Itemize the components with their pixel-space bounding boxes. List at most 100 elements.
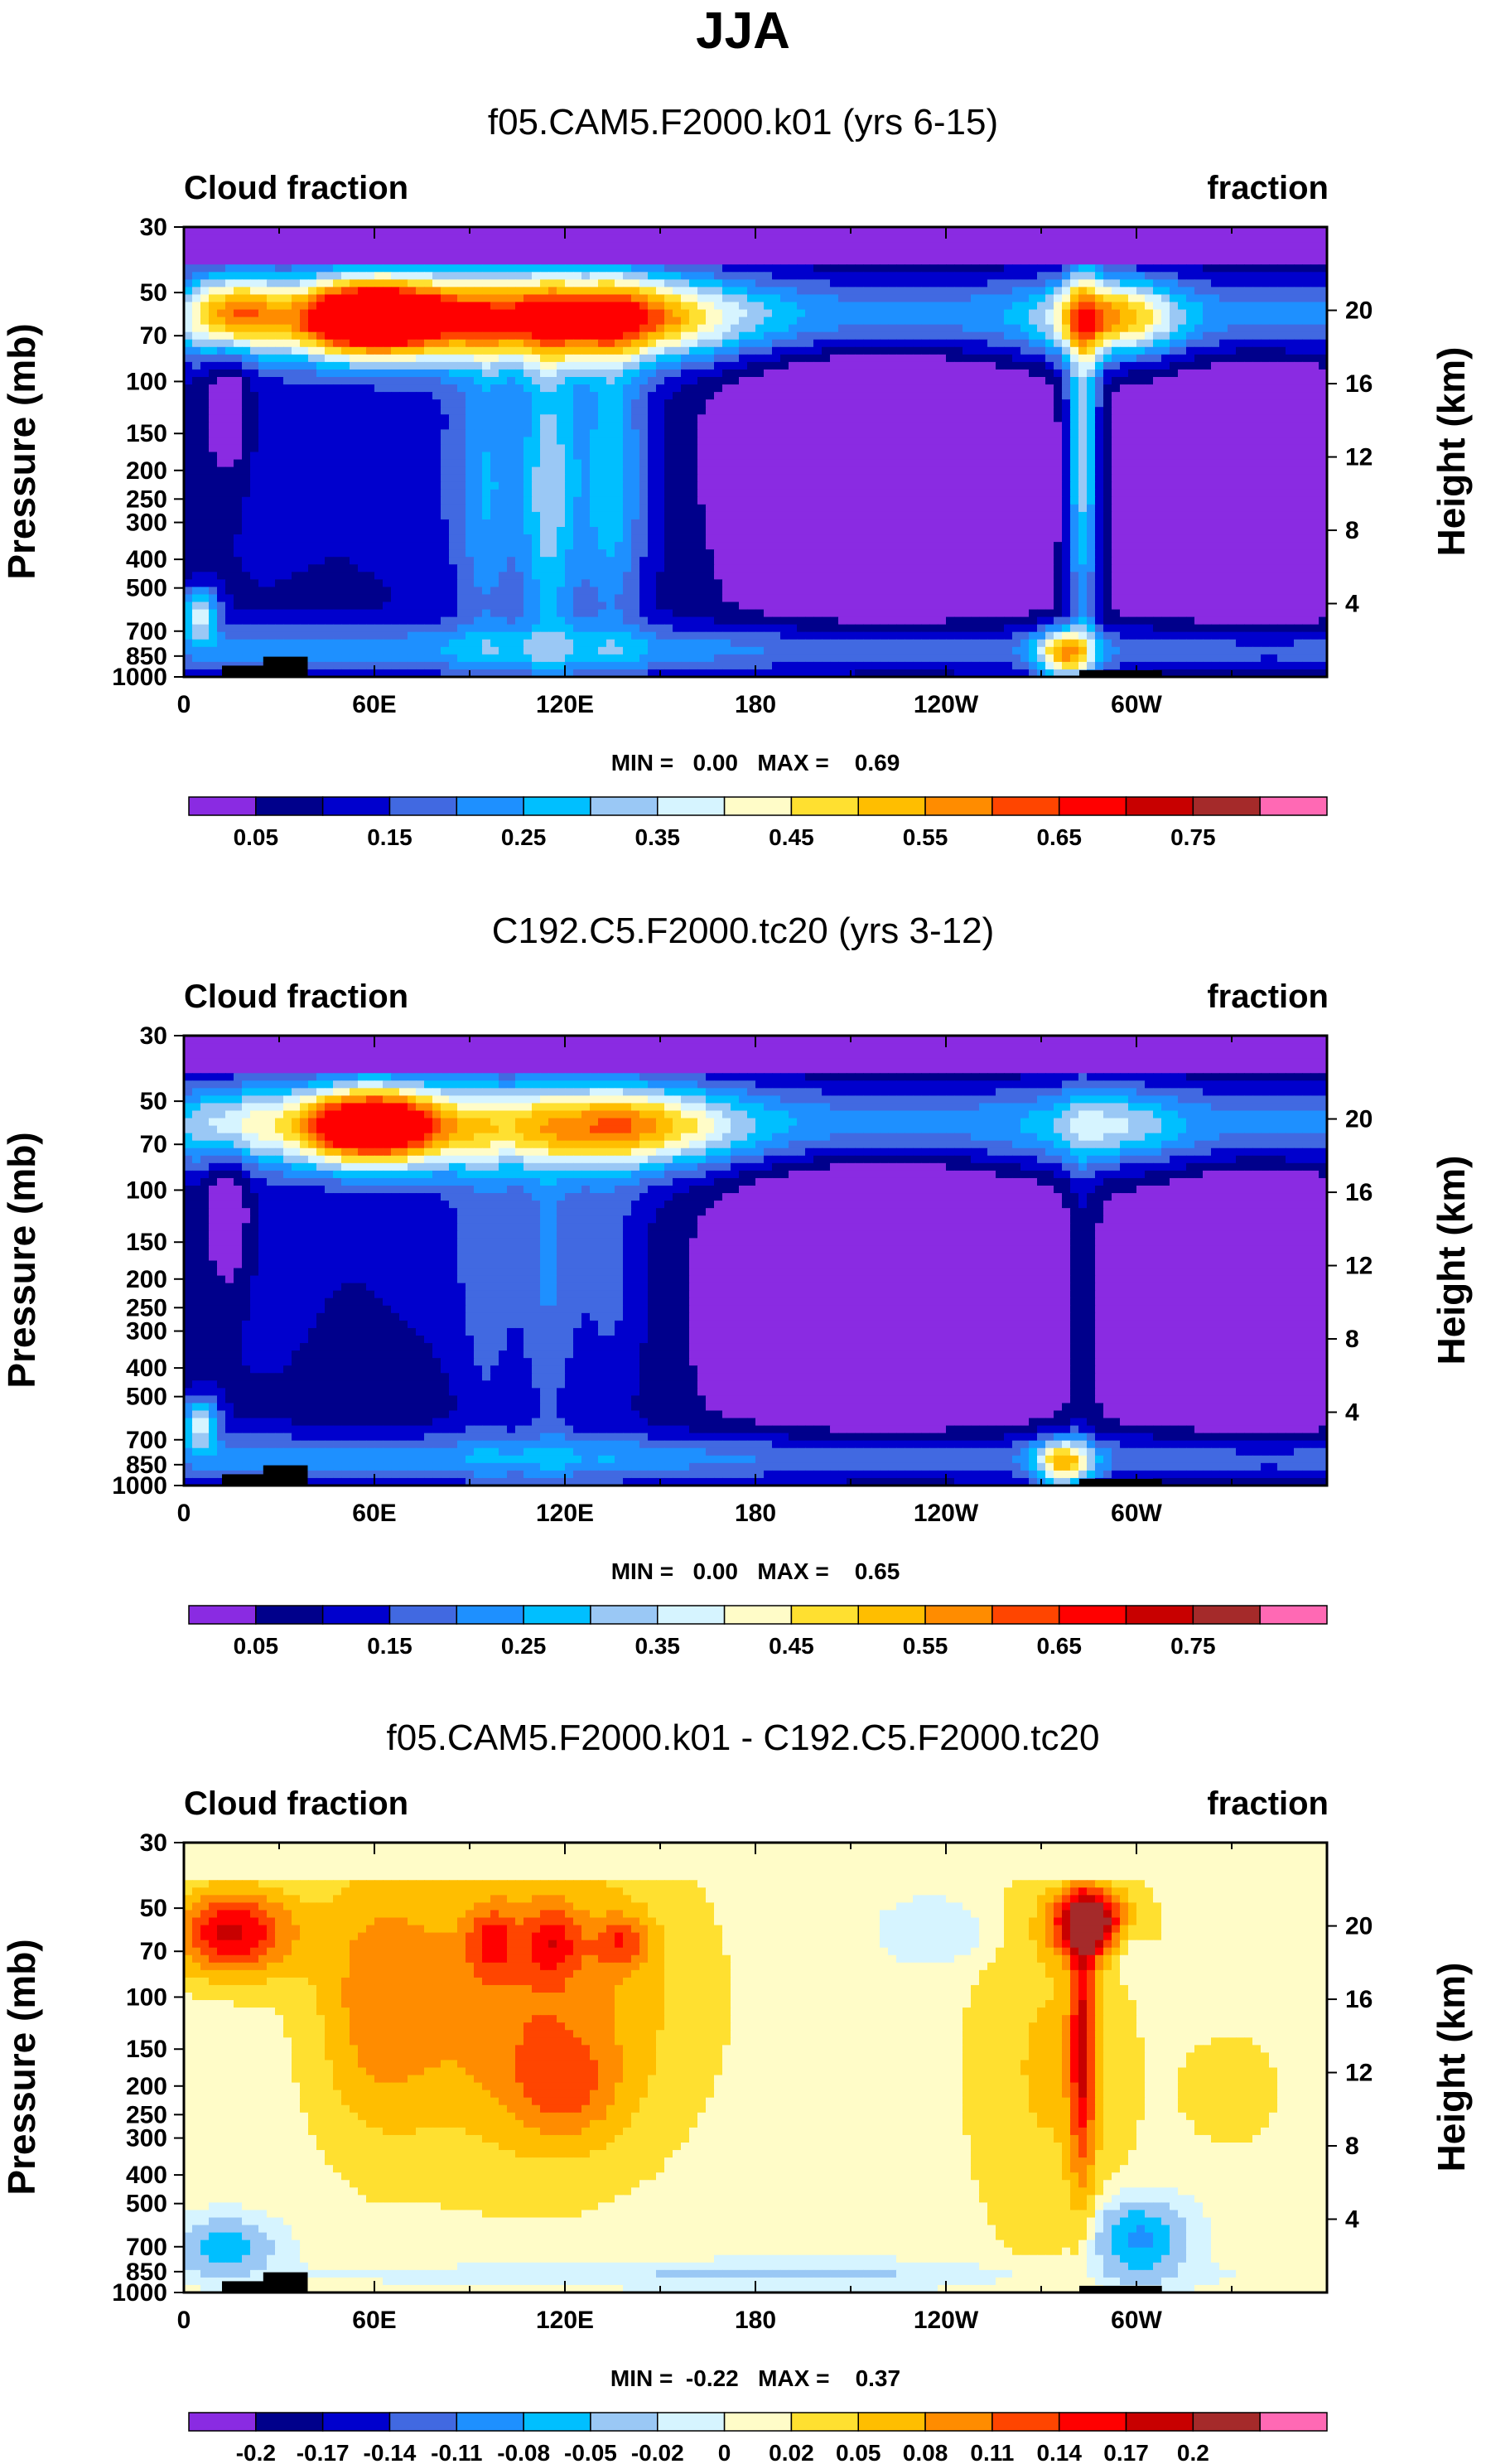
field-cell bbox=[913, 384, 922, 393]
field-cell bbox=[971, 429, 980, 437]
field-cell bbox=[1103, 249, 1112, 258]
field-cell bbox=[1153, 324, 1162, 333]
field-cell bbox=[1261, 361, 1270, 370]
field-cell bbox=[888, 354, 897, 363]
field-cell bbox=[358, 361, 367, 370]
field-cell bbox=[722, 264, 731, 273]
field-cell bbox=[896, 392, 905, 400]
field-cell bbox=[523, 422, 533, 430]
field-cell bbox=[755, 399, 765, 408]
field-cell bbox=[913, 234, 922, 243]
field-cell bbox=[706, 242, 715, 250]
field-cell bbox=[532, 361, 541, 370]
field-cell bbox=[987, 234, 996, 243]
field-cell bbox=[1286, 287, 1295, 296]
field-cell bbox=[1178, 361, 1187, 370]
field-cell bbox=[963, 339, 972, 348]
field-cell bbox=[963, 242, 972, 250]
field-cell bbox=[424, 444, 433, 453]
field-cell bbox=[1170, 474, 1179, 483]
field-cell bbox=[1310, 234, 1320, 243]
field-cell bbox=[664, 437, 673, 446]
field-cell bbox=[673, 429, 682, 437]
field-cell bbox=[1045, 414, 1054, 423]
field-cell bbox=[374, 287, 384, 296]
field-cell bbox=[374, 474, 384, 483]
field-cell bbox=[623, 459, 632, 468]
field-cell bbox=[366, 287, 375, 296]
field-cell bbox=[1194, 361, 1204, 370]
field-cell bbox=[896, 399, 905, 408]
field-cell bbox=[1203, 249, 1212, 258]
field-cell bbox=[838, 459, 847, 468]
field-cell bbox=[499, 324, 508, 333]
field-cell bbox=[540, 437, 549, 446]
field-cell bbox=[1269, 414, 1278, 423]
field-cell bbox=[1277, 459, 1286, 468]
field-cell bbox=[217, 399, 226, 408]
field-cell bbox=[1037, 407, 1046, 415]
field-cell bbox=[880, 466, 889, 476]
field-cell bbox=[209, 496, 218, 505]
field-cell bbox=[764, 466, 773, 476]
field-cell bbox=[1244, 466, 1253, 476]
field-cell bbox=[432, 489, 441, 498]
field-cell bbox=[615, 309, 624, 318]
field-cell bbox=[565, 257, 574, 265]
field-cell bbox=[275, 242, 284, 250]
field-cell bbox=[838, 361, 847, 370]
field-cell bbox=[764, 414, 773, 423]
field-cell bbox=[316, 361, 326, 370]
field-cell bbox=[292, 346, 301, 355]
field-cell bbox=[358, 249, 367, 258]
field-cell bbox=[1012, 257, 1021, 265]
field-cell bbox=[515, 474, 524, 483]
field-cell bbox=[1203, 361, 1212, 370]
field-cell bbox=[755, 294, 765, 303]
field-cell bbox=[316, 481, 326, 490]
field-cell bbox=[499, 377, 508, 385]
field-cell bbox=[697, 361, 707, 370]
field-cell bbox=[242, 331, 251, 341]
field-cell bbox=[648, 316, 657, 326]
field-cell bbox=[822, 249, 831, 258]
field-cell bbox=[739, 294, 748, 303]
field-cell bbox=[764, 489, 773, 498]
field-cell bbox=[1070, 361, 1079, 370]
field-cell bbox=[606, 287, 615, 296]
field-cell bbox=[1178, 257, 1187, 265]
field-cell bbox=[1020, 339, 1030, 348]
field-cell bbox=[1244, 459, 1253, 468]
field-cell bbox=[888, 392, 897, 400]
field-cell bbox=[1170, 227, 1179, 235]
field-cell bbox=[515, 264, 524, 273]
field-cell bbox=[1228, 361, 1237, 370]
field-cell bbox=[1236, 324, 1245, 333]
field-cell bbox=[797, 414, 806, 423]
field-cell bbox=[358, 429, 367, 437]
field-cell bbox=[1103, 316, 1112, 326]
field-cell bbox=[540, 444, 549, 453]
field-cell bbox=[847, 407, 856, 415]
field-cell bbox=[896, 309, 905, 318]
field-cell bbox=[1228, 384, 1237, 393]
field-cell bbox=[863, 324, 872, 333]
field-cell bbox=[424, 384, 433, 393]
field-cell bbox=[963, 422, 972, 430]
field-cell bbox=[573, 377, 582, 385]
field-cell bbox=[1078, 474, 1088, 483]
field-cell bbox=[855, 422, 864, 430]
field-cell bbox=[441, 444, 450, 453]
field-cell bbox=[234, 377, 243, 385]
field-cell bbox=[358, 459, 367, 468]
field-cell bbox=[366, 369, 375, 378]
field-cell bbox=[184, 279, 193, 287]
field-cell bbox=[1219, 489, 1228, 498]
field-cell bbox=[225, 354, 234, 363]
field-cell bbox=[1302, 279, 1311, 287]
field-cell bbox=[863, 234, 872, 243]
field-cell bbox=[929, 279, 938, 287]
field-cell bbox=[971, 249, 980, 258]
field-cell bbox=[946, 324, 955, 333]
field-cell bbox=[350, 227, 359, 235]
